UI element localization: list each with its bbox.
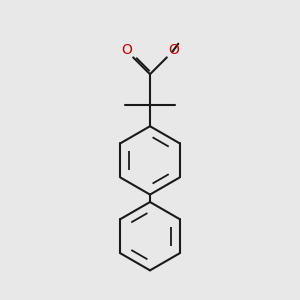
Text: O: O bbox=[168, 43, 179, 57]
Text: O: O bbox=[121, 43, 132, 57]
